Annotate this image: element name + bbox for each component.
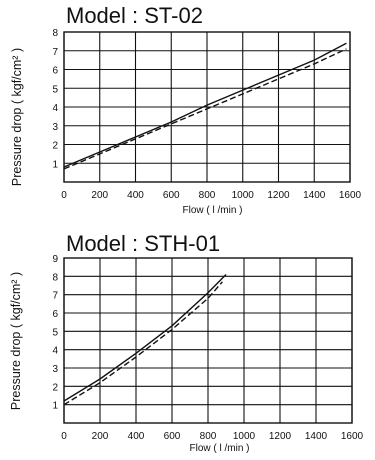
x-tick-label: 600 <box>163 190 180 201</box>
y-tick-label: 8 <box>52 28 58 39</box>
x-tick-label: 1200 <box>269 431 292 442</box>
x-tick-label: 1400 <box>305 431 328 442</box>
x-tick-label: 800 <box>199 190 216 201</box>
x-tick-label: 1000 <box>233 431 256 442</box>
x-tick-label: 400 <box>127 190 144 201</box>
y-tick-label: 4 <box>52 346 58 357</box>
y-tick-label: 7 <box>52 291 58 302</box>
y-tick-label: 3 <box>52 364 58 375</box>
series-line-2 <box>63 281 223 406</box>
y-tick-label: 8 <box>52 272 58 283</box>
y-tick-label: 3 <box>52 122 58 133</box>
y-tick-label: 2 <box>52 141 58 152</box>
series-line-2 <box>63 48 347 170</box>
chart-st-02: Model : ST-02 Pressure drop ( kgf/cm² ) … <box>0 0 375 225</box>
x-tick-label: 1600 <box>339 190 362 201</box>
x-tick-label: 0 <box>61 431 67 442</box>
plot-area: 0 200 400 600 800 1000 1200 1400 1600 1 2 3 4 5 6 7 8 9 <box>52 254 364 442</box>
chart-title: Model : STH-01 <box>66 231 221 256</box>
y-tick-label: 2 <box>52 382 58 393</box>
series-line-1 <box>63 274 227 402</box>
x-tick-label: 1600 <box>341 431 364 442</box>
plot-area: 0 200 400 600 800 1000 1200 1400 1600 1 2 3 4 5 6 7 8 <box>52 28 362 201</box>
x-tick-label: 1200 <box>267 190 290 201</box>
y-tick-label: 6 <box>52 66 58 77</box>
x-tick-label: 600 <box>164 431 181 442</box>
x-tick-label: 0 <box>61 190 67 201</box>
x-tick-label: 200 <box>92 431 109 442</box>
y-tick-label: 1 <box>52 159 58 170</box>
y-tick-label: 4 <box>52 103 58 114</box>
x-axis-label: Flow ( l /min ) <box>182 205 243 216</box>
series-line-1 <box>63 42 347 168</box>
x-tick-label: 800 <box>200 431 217 442</box>
x-tick-label: 1000 <box>232 190 255 201</box>
plot-frame <box>63 31 351 183</box>
x-axis-label: Flow ( l /min ) <box>189 443 250 454</box>
plot-frame <box>63 257 353 424</box>
chart-sth-01: Model : STH-01 Pressure drop ( kgf/cm² )… <box>0 230 375 460</box>
x-tick-label: 400 <box>128 431 145 442</box>
y-tick-label: 6 <box>52 309 58 320</box>
y-tick-label: 5 <box>52 84 58 95</box>
y-tick-label: 5 <box>52 327 58 338</box>
x-tick-label: 200 <box>91 190 108 201</box>
y-tick-label: 7 <box>52 47 58 58</box>
chart-title: Model : ST-02 <box>66 3 203 28</box>
y-tick-label: 9 <box>52 254 58 265</box>
y-tick-label: 1 <box>52 401 58 412</box>
x-tick-label: 1400 <box>303 190 326 201</box>
